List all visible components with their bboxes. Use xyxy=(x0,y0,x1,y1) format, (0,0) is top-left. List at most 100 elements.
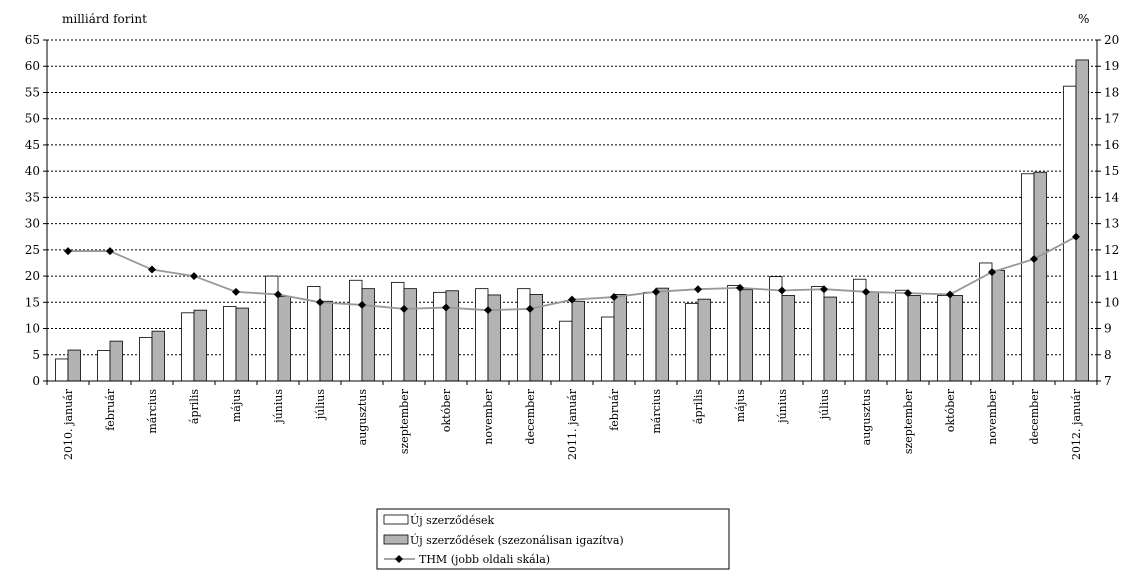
right-tick-label: 18 xyxy=(1104,85,1119,99)
thm-marker xyxy=(232,287,240,296)
bar-new-contracts-sa xyxy=(571,300,585,382)
category-label: 2012. január xyxy=(1070,388,1083,460)
category-label: 2011. január xyxy=(566,388,579,460)
right-tick-label: 14 xyxy=(1104,190,1120,204)
category-label: július xyxy=(314,389,327,422)
bar-new-contracts-sa xyxy=(613,294,627,382)
category-label: május xyxy=(734,389,747,422)
bar-new-contracts xyxy=(349,279,363,382)
category-label: szeptember xyxy=(902,388,915,454)
bar-new-contracts-sa xyxy=(697,298,711,382)
axes: 0 5 10 15 20 25 30 35 40 45 50 55 60 65 7 8 9 10 11 12 13 14 1… xyxy=(25,33,1120,388)
bar-new-contracts-sa xyxy=(193,309,207,382)
right-tick-label: 8 xyxy=(1104,348,1112,362)
bar-new-contracts-sa xyxy=(361,288,375,382)
left-tick-label: 5 xyxy=(32,348,40,362)
bar-new-contracts-sa xyxy=(1075,59,1089,382)
thm-marker xyxy=(568,295,576,304)
bar-new-contracts-sa xyxy=(487,294,501,382)
thm-marker xyxy=(64,247,72,256)
category-labels: 2010. január február március április május jú… xyxy=(62,388,1083,460)
thm-marker xyxy=(988,268,996,277)
bar-new-contracts xyxy=(391,281,405,382)
left-tick-label: 65 xyxy=(25,33,40,47)
right-tick-label: 9 xyxy=(1104,322,1112,336)
category-label: február xyxy=(104,388,117,431)
left-tick-label: 55 xyxy=(25,85,40,99)
bar-new-contracts-sa xyxy=(67,349,81,382)
bar-new-contracts-sa xyxy=(781,295,795,382)
right-tick-label: 7 xyxy=(1104,374,1112,388)
left-tick-label: 30 xyxy=(25,217,40,231)
bar-new-contracts xyxy=(727,285,741,382)
bar-new-contracts-sa xyxy=(403,288,417,382)
thm-marker xyxy=(484,306,492,315)
bar-new-contracts-sa xyxy=(823,296,837,382)
right-tick-label: 11 xyxy=(1104,269,1119,283)
bar-new-contracts xyxy=(601,316,615,382)
bar-new-contracts xyxy=(181,312,195,382)
thm-marker xyxy=(358,300,366,309)
bar-new-contracts xyxy=(223,306,237,382)
bar-new-contracts xyxy=(643,291,657,382)
thm-marker xyxy=(652,287,660,296)
category-label: június xyxy=(776,389,789,425)
bar-new-contracts-sa xyxy=(445,290,459,382)
left-axis-unit: milliárd forint xyxy=(62,12,147,26)
right-tick-label: 19 xyxy=(1104,59,1119,73)
thm-marker xyxy=(316,298,324,307)
bar-layer xyxy=(55,59,1089,382)
category-label: november xyxy=(986,388,999,444)
legend-label-new-contracts-sa: Új szerződések (szezonálisan igazítva) xyxy=(410,533,624,547)
left-tick-label: 50 xyxy=(25,112,40,126)
bar-new-contracts-sa xyxy=(949,295,963,382)
thm-marker xyxy=(610,293,618,302)
bar-new-contracts xyxy=(853,278,867,382)
bar-new-contracts-sa xyxy=(151,330,165,382)
legend-swatch-new-contracts-sa xyxy=(383,534,409,545)
legend-label-new-contracts: Új szerződések xyxy=(410,513,495,527)
category-label: július xyxy=(818,389,831,422)
bar-new-contracts xyxy=(685,302,699,382)
thm-marker xyxy=(190,272,198,281)
thm-marker xyxy=(526,304,534,313)
bar-new-contracts xyxy=(517,288,531,382)
thm-marker xyxy=(946,290,954,299)
thm-marker xyxy=(400,304,408,313)
category-label: szeptember xyxy=(398,388,411,454)
bar-new-contracts xyxy=(1063,85,1077,382)
category-label: december xyxy=(1028,388,1041,444)
category-label: augusztus xyxy=(356,389,369,446)
thm-marker xyxy=(106,247,114,256)
bar-new-contracts-sa xyxy=(991,269,1005,382)
bar-new-contracts-sa xyxy=(865,291,879,382)
thm-marker xyxy=(736,283,744,292)
bar-new-contracts-sa xyxy=(739,289,753,382)
bar-new-contracts xyxy=(1021,173,1035,382)
bar-new-contracts xyxy=(265,275,279,382)
left-tick-label: 45 xyxy=(25,138,40,152)
thm-marker xyxy=(694,285,702,294)
bar-new-contracts-sa xyxy=(235,307,249,382)
line-layer xyxy=(64,232,1080,315)
bar-new-contracts xyxy=(895,289,909,382)
category-label: október xyxy=(440,388,453,432)
bar-new-contracts xyxy=(937,295,951,382)
left-tick-label: 0 xyxy=(32,374,40,388)
left-tick-label: 35 xyxy=(25,190,40,204)
bar-new-contracts xyxy=(139,337,153,382)
bar-new-contracts xyxy=(811,286,825,382)
category-label: december xyxy=(524,388,537,444)
right-tick-label: 12 xyxy=(1104,243,1119,257)
right-tick-label: 13 xyxy=(1104,217,1119,231)
category-label: június xyxy=(272,389,285,425)
bar-new-contracts xyxy=(979,262,993,382)
thm-marker xyxy=(1072,232,1080,241)
bar-new-contracts-sa xyxy=(109,340,123,382)
thm-marker xyxy=(274,290,282,299)
category-label: október xyxy=(944,388,957,432)
bar-new-contracts-sa xyxy=(1033,171,1047,382)
bar-new-contracts xyxy=(559,320,573,382)
thm-marker xyxy=(778,286,786,295)
left-tick-label: 60 xyxy=(25,59,40,73)
